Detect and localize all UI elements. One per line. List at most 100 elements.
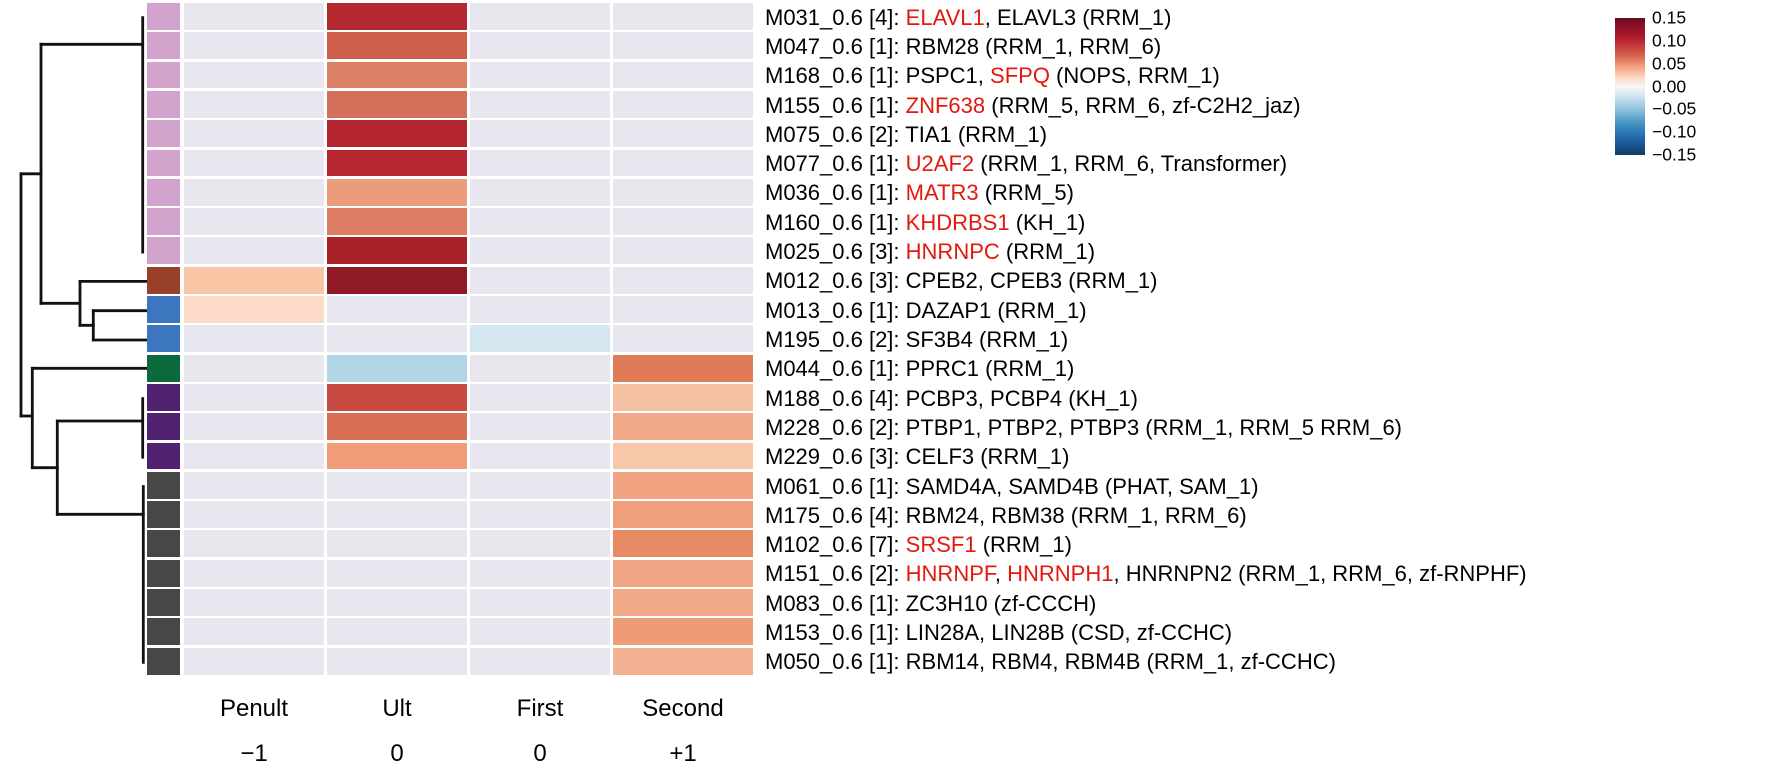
row-label-text: M175_0.6 [4]: RBM24, RBM38 (RRM_1, RRM_6… (765, 502, 1247, 528)
heatmap-cell (470, 559, 610, 587)
gene-name-highlighted: ZNF638 (905, 92, 986, 118)
row-label-text: (RRM_1, RRM_6, Transformer) (974, 151, 1288, 177)
row-label-text: M025_0.6 [3]: (765, 239, 906, 265)
heatmap-cell (184, 442, 324, 470)
row-annotation-plum (147, 237, 180, 265)
column-sublabel: −1 (240, 740, 268, 767)
row-annotation-plum (147, 61, 180, 89)
row-annotation-green (147, 354, 180, 382)
row-label-text: (RRM_5) (978, 180, 1074, 206)
gene-name-highlighted: SRSF1 (905, 532, 977, 558)
row-label-text: , HNRNPN2 (RRM_1, RRM_6, zf-RNPHF) (1113, 561, 1527, 587)
row-label: M075_0.6 [2]: TIA1 (RRM_1) (765, 123, 1047, 146)
row-label: M083_0.6 [1]: ZC3H10 (zf-CCCH) (765, 590, 1097, 616)
row-label-text: M102_0.6 [7]: (765, 532, 906, 558)
heatmap-cell (470, 618, 610, 646)
heatmap-cell (184, 383, 324, 411)
heatmap-cell (613, 325, 753, 353)
heatmap-cell (327, 589, 467, 616)
row-label: M155_0.6 [1]: ZNF638 (RRM_5, RRM_6, zf-C… (765, 92, 1301, 118)
row-label: M025_0.6 [3]: HNRNPC (RRM_1) (765, 241, 1095, 263)
heatmap-cell (470, 120, 610, 148)
gene-name-highlighted: U2AF2 (905, 151, 975, 177)
heatmap-cell (184, 90, 324, 118)
heatmap-cell (613, 589, 753, 616)
column-sublabel: +1 (669, 740, 697, 767)
heatmap-cell (470, 589, 610, 616)
row-label-text: M160_0.6 [1]: (765, 209, 906, 235)
heatmap-cell (470, 61, 610, 89)
colorbar-tick-label: 0.00 (1652, 75, 1687, 96)
row-label: M044_0.6 [1]: PPRC1 (RRM_1) (765, 358, 1074, 380)
heatmap-cell (327, 120, 467, 148)
heatmap-cell (327, 471, 467, 499)
heatmap-cell (470, 178, 610, 206)
heatmap-cell (184, 647, 324, 675)
heatmap-cell (327, 325, 467, 353)
heatmap-cell (470, 530, 610, 558)
heatmap-cell (184, 208, 324, 236)
heatmap-cell (184, 325, 324, 353)
row-label-text: (RRM_5, RRM_6, zf-C2H2_jaz) (985, 92, 1301, 118)
colorbar-tick-label: −0.15 (1652, 144, 1697, 165)
row-label-text: M012_0.6 [3]: CPEB2, CPEB3 (RRM_1) (765, 268, 1158, 294)
row-label: M036_0.6 [1]: MATR3 (RRM_5) (765, 182, 1074, 204)
heatmap-cell (470, 266, 610, 294)
row-label-text: (NOPS, RRM_1) (1049, 63, 1220, 89)
heatmap-cell (184, 149, 324, 177)
heatmap-cell (613, 647, 753, 675)
row-label: M160_0.6 [1]: KHDRBS1 (KH_1) (765, 209, 1085, 235)
heatmap-cell (470, 471, 610, 499)
heatmap-cell (470, 3, 610, 30)
row-label-text: M153_0.6 [1]: LIN28A, LIN28B (CSD, zf-CC… (765, 620, 1233, 646)
colorbar: 0.15 0.10 0.05 0.00 −0.05 −0.10 −0.15 (1615, 9, 1696, 163)
row-annotation-gray (147, 530, 180, 558)
heatmap-cell (184, 354, 324, 382)
gene-name-highlighted: HNRNPH1 (1007, 561, 1114, 587)
colorbar-tick-label: 0.10 (1652, 30, 1687, 51)
gene-name-highlighted: KHDRBS1 (905, 209, 1010, 235)
heatmap-cell (470, 647, 610, 675)
heatmap-cell (327, 354, 467, 382)
heatmap-cell (184, 120, 324, 148)
row-label: M195_0.6 [2]: SF3B4 (RRM_1) (765, 326, 1069, 352)
row-label-text: , (994, 561, 1008, 587)
heatmap-cell (184, 559, 324, 587)
row-annotation-gray (147, 559, 180, 587)
heatmap-cell (327, 90, 467, 118)
heatmap-cell (613, 618, 753, 646)
row-label: M229_0.6 [3]: CELF3 (RRM_1) (765, 446, 1069, 468)
heatmap-cell (327, 383, 467, 411)
heatmap-cell (184, 237, 324, 265)
heatmap-cell (327, 266, 467, 294)
row-label-text: M151_0.6 [2]: (765, 561, 906, 587)
heatmap-cell (327, 413, 467, 441)
heatmap-cell (613, 354, 753, 382)
heatmap-cell (613, 237, 753, 265)
row-label: M102_0.6 [7]: SRSF1 (RRM_1) (765, 534, 1072, 556)
heatmap-cell (327, 296, 467, 323)
row-label-text: M083_0.6 [1]: ZC3H10 (zf-CCCH) (765, 590, 1097, 616)
row-label: M061_0.6 [1]: SAMD4A, SAMD4B (PHAT, SAM_… (765, 475, 1259, 498)
row-label-text: M195_0.6 [2]: SF3B4 (RRM_1) (765, 326, 1069, 352)
heatmap-cell (184, 501, 324, 529)
heatmap-cell (613, 3, 753, 30)
row-annotation-plum (147, 149, 180, 177)
heatmap-cell (613, 442, 753, 470)
colorbar-gradient (1615, 18, 1645, 155)
row-label-text: M229_0.6 [3]: CELF3 (RRM_1) (765, 444, 1070, 470)
row-annotation-blue (147, 296, 180, 323)
row-label: M153_0.6 [1]: LIN28A, LIN28B (CSD, zf-CC… (765, 622, 1232, 644)
heatmap-cell (613, 266, 753, 294)
row-label: M077_0.6 [1]: U2AF2 (RRM_1, RRM_6, Trans… (765, 153, 1287, 175)
row-label-text: (RRM_1) (999, 239, 1096, 265)
heatmap-cell (327, 530, 467, 558)
row-label: M168_0.6 [1]: PSPC1, SFPQ (NOPS, RRM_1) (765, 65, 1220, 87)
row-label-text: M047_0.6 [1]: RBM28 (RRM_1, RRM_6) (765, 33, 1162, 59)
column-label: Second (642, 695, 724, 722)
heatmap-cell (613, 413, 753, 441)
heatmap-cell (327, 618, 467, 646)
row-label: M175_0.6 [4]: RBM24, RBM38 (RRM_1, RRM_6… (765, 502, 1247, 528)
